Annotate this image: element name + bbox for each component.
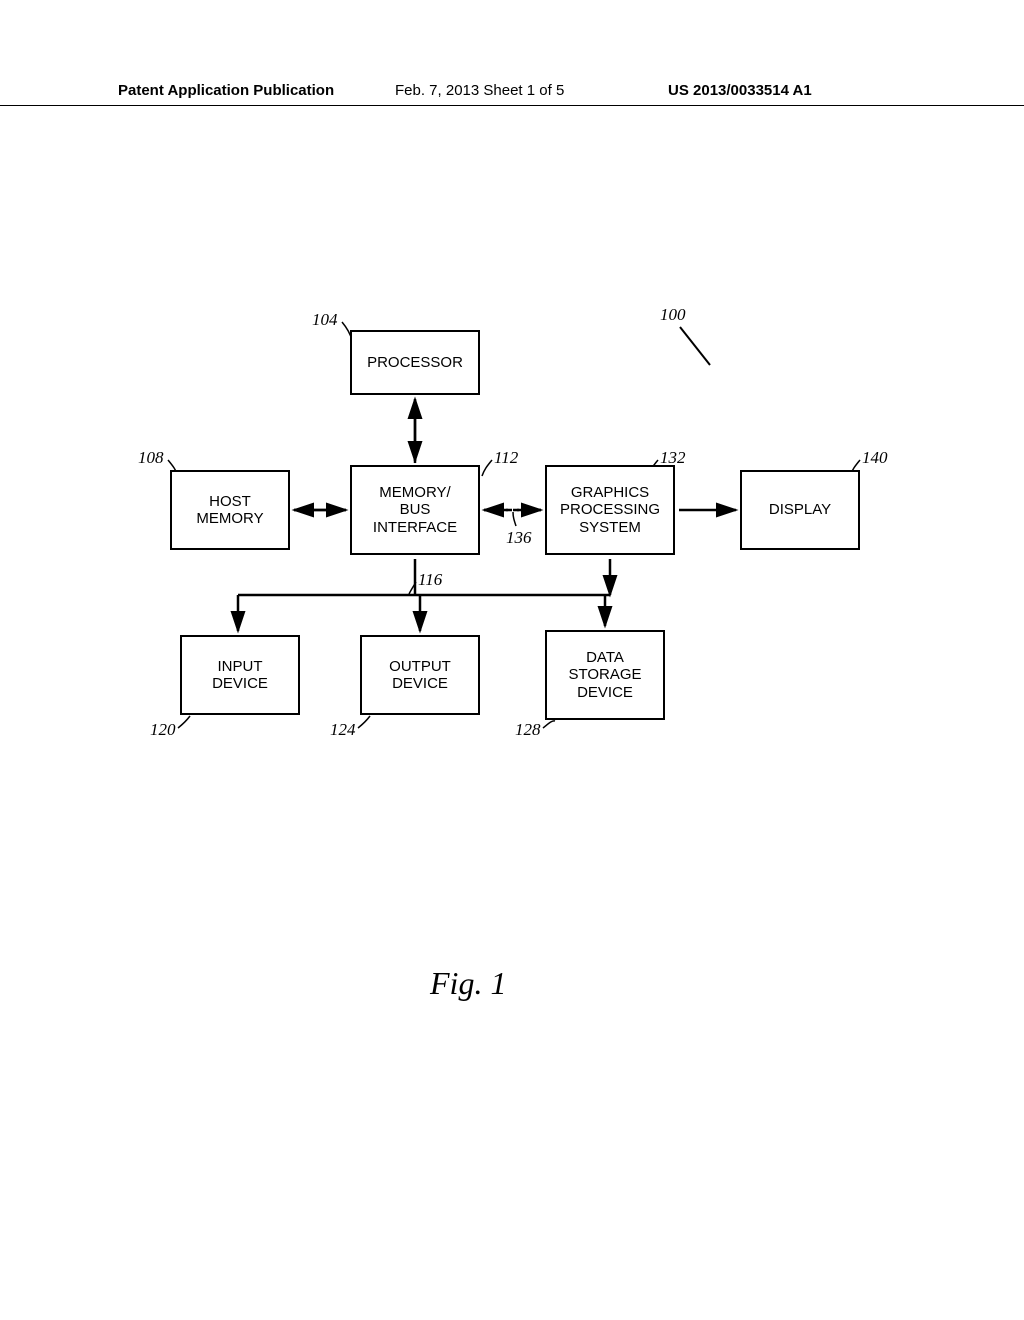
ref-104: 104 (312, 310, 338, 330)
host-memory-label: HOST MEMORY (196, 493, 263, 528)
connectors-layer (120, 300, 904, 820)
graphics-processing-system-label: GRAPHICS PROCESSING SYSTEM (560, 484, 660, 536)
host-memory-block: HOST MEMORY (170, 470, 290, 550)
display-block: DISPLAY (740, 470, 860, 550)
memory-bus-interface-label: MEMORY/ BUS INTERFACE (373, 484, 457, 536)
ref-136: 136 (506, 528, 532, 548)
ref-132: 132 (660, 448, 686, 468)
page-header: Patent Application Publication Feb. 7, 2… (0, 82, 1024, 106)
processor-block: PROCESSOR (350, 330, 480, 395)
input-device-block: INPUT DEVICE (180, 635, 300, 715)
figure-caption: Fig. 1 (430, 965, 506, 1002)
ref-140: 140 (862, 448, 888, 468)
header-publication-label: Patent Application Publication (118, 82, 334, 99)
ref-112: 112 (494, 448, 518, 468)
ref-120: 120 (150, 720, 176, 740)
output-device-block: OUTPUT DEVICE (360, 635, 480, 715)
ref-108: 108 (138, 448, 164, 468)
ref-128: 128 (515, 720, 541, 740)
ref-116: 116 (418, 570, 442, 590)
input-device-label: INPUT DEVICE (212, 658, 268, 693)
ref-100: 100 (660, 305, 686, 325)
header-date-sheet: Feb. 7, 2013 Sheet 1 of 5 (395, 82, 564, 99)
output-device-label: OUTPUT DEVICE (389, 658, 451, 693)
graphics-processing-system-block: GRAPHICS PROCESSING SYSTEM (545, 465, 675, 555)
processor-label: PROCESSOR (367, 354, 463, 371)
data-storage-device-block: DATA STORAGE DEVICE (545, 630, 665, 720)
memory-bus-interface-block: MEMORY/ BUS INTERFACE (350, 465, 480, 555)
ref-124: 124 (330, 720, 356, 740)
block-diagram: PROCESSOR HOST MEMORY MEMORY/ BUS INTERF… (120, 300, 904, 820)
header-patent-number: US 2013/0033514 A1 (668, 82, 812, 99)
data-storage-device-label: DATA STORAGE DEVICE (568, 649, 641, 701)
display-label: DISPLAY (769, 501, 831, 518)
